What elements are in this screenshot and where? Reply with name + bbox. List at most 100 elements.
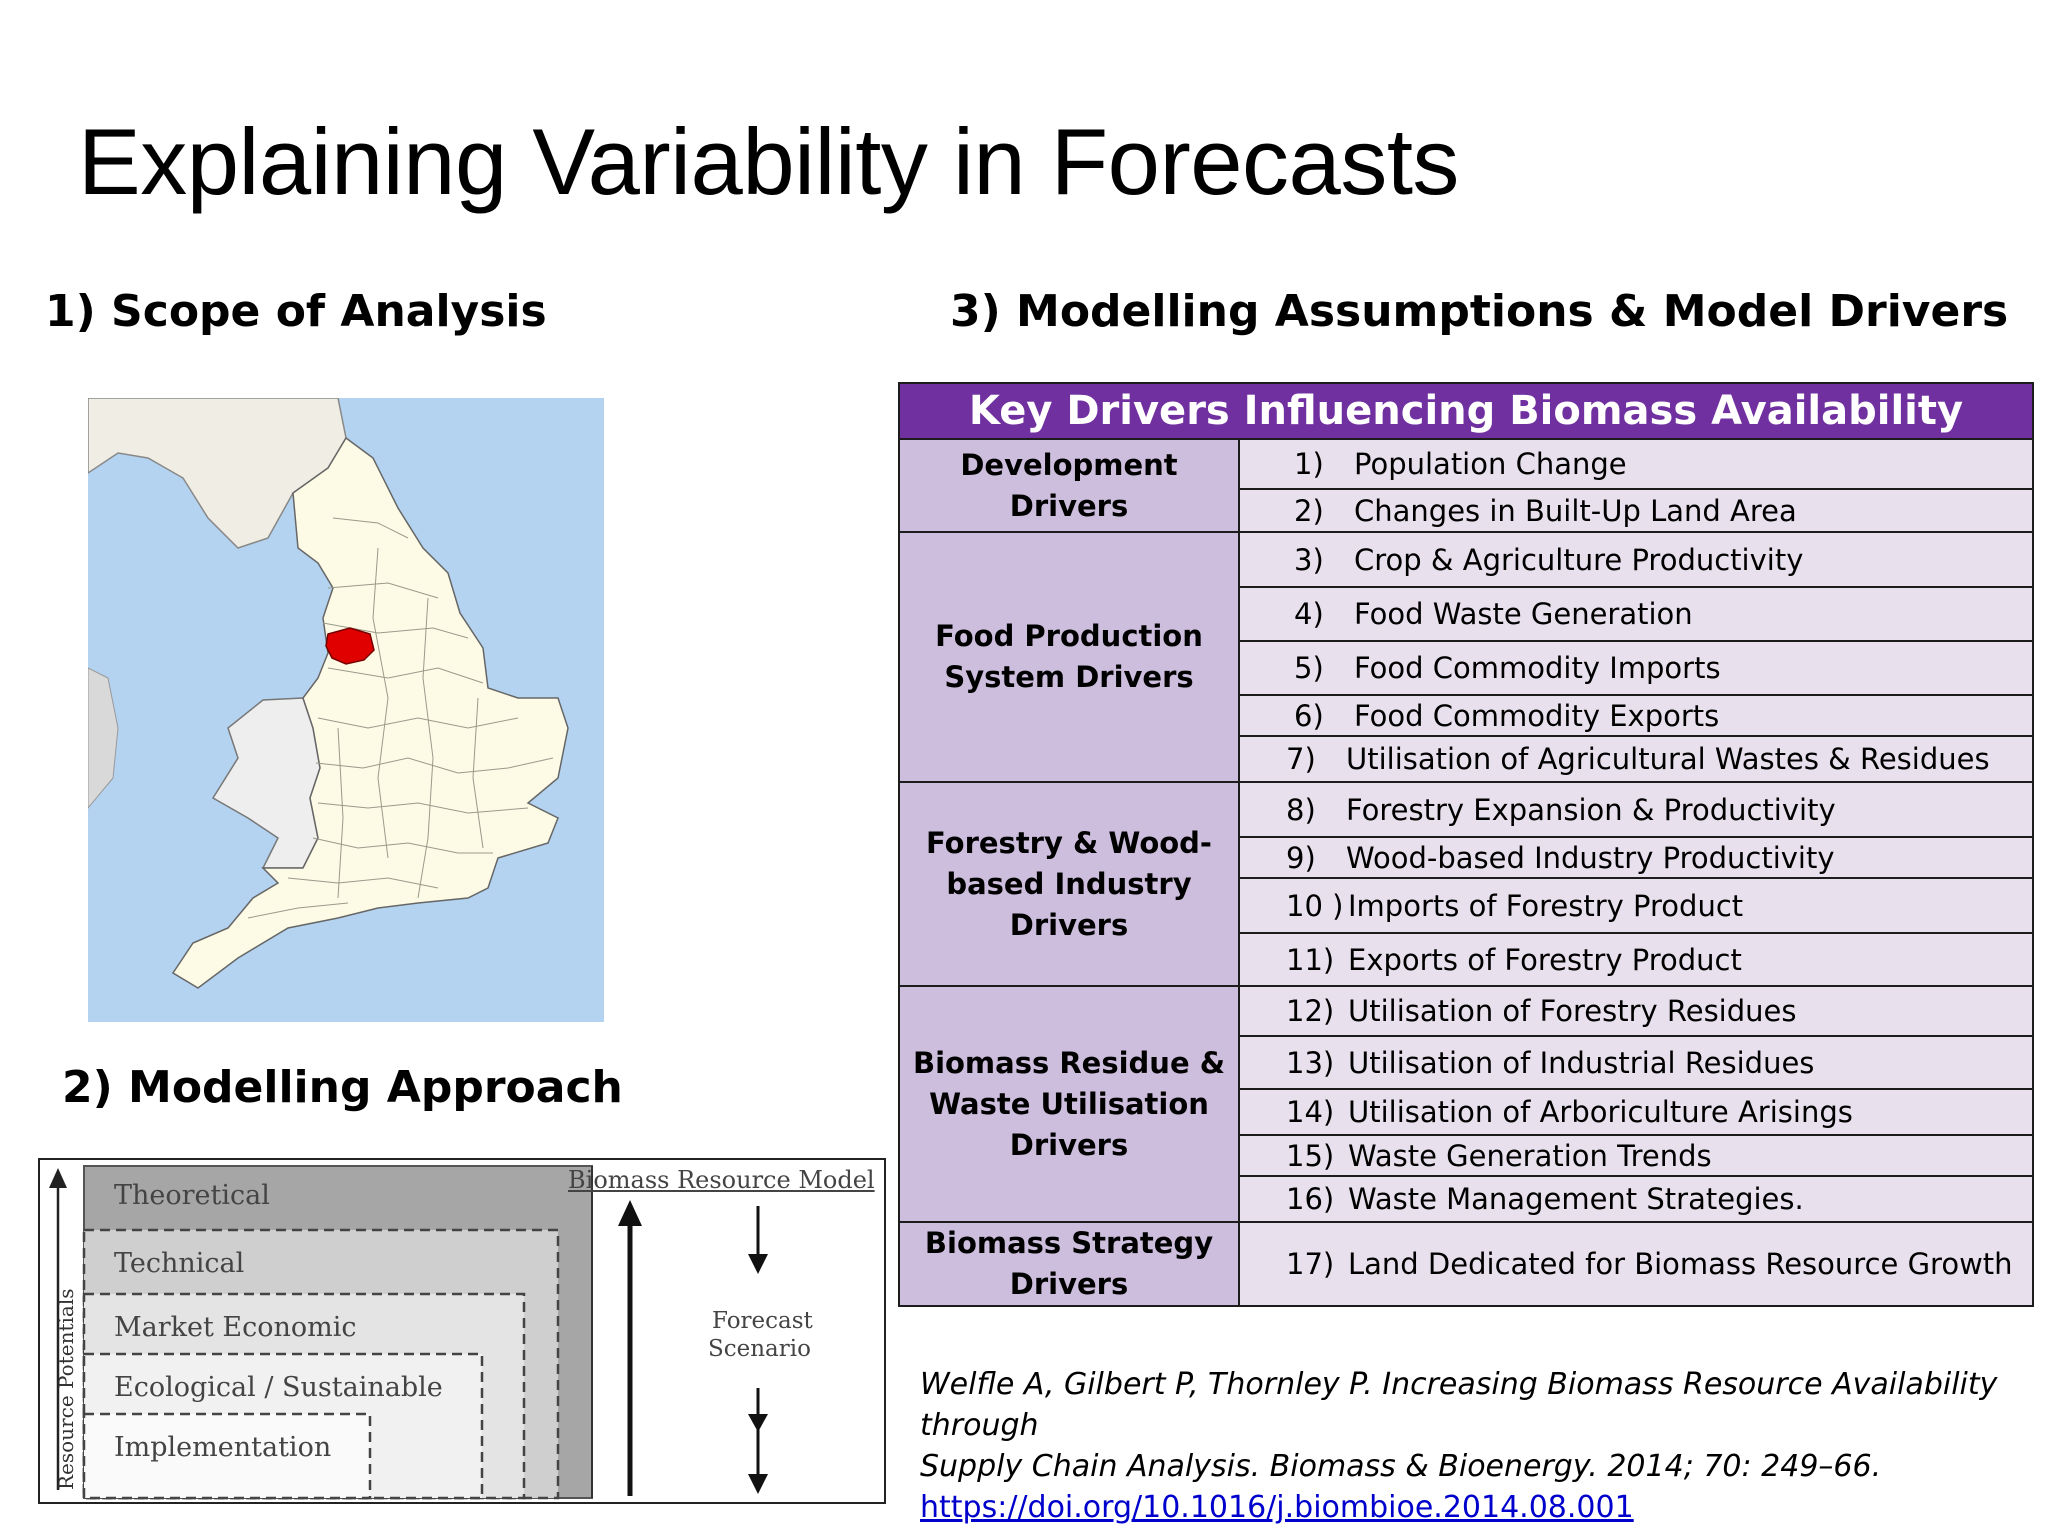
group-name-line: Food Production: [935, 619, 1203, 653]
table-row: Forestry & Wood-based Industry Drivers 8)…: [898, 781, 2034, 987]
table-row: 2) Changes in Built-Up Land Area: [899, 488, 2034, 533]
driver-num: 13): [1286, 1045, 1335, 1080]
group-name-line: based Industry: [946, 866, 1192, 901]
driver-item-6: 6) Food Commodity Exports: [1238, 694, 2034, 737]
england-land: [171, 436, 569, 989]
reference-citation: Welfle A, Gilbert P, Thornley P. Increas…: [920, 1364, 2020, 1528]
driver-label: Food Waste Generation: [1354, 597, 1693, 631]
table-row: 4) Food Waste Generation: [899, 586, 2034, 642]
down-arrow-bottom-head: [748, 1474, 768, 1494]
driver-item-4: 4) Food Waste Generation: [1238, 586, 2034, 642]
driver-label: Utilisation of Agricultural Wastes & Res…: [1346, 742, 1990, 776]
table-row: 16) Waste Management Strategies.: [899, 1175, 2034, 1223]
group-name-line: Biomass Strategy: [924, 1226, 1214, 1260]
driver-label: Utilisation of Industrial Residues: [1348, 1045, 1815, 1080]
group-forestry: Forestry & Wood-based Industry Drivers: [898, 781, 1240, 987]
model-label: Biomass Resource Model: [568, 1166, 875, 1194]
table-row: Biomass Residue & Waste Utilisation Driver…: [898, 985, 2034, 1223]
level-label-implementation: Implementation: [114, 1432, 332, 1463]
section-heading-assumptions: 3) Modelling Assumptions & Model Drivers: [950, 286, 2009, 337]
driver-item-15: 15) Waste Generation Trends: [1238, 1134, 2034, 1177]
table-row: 10 ) Imports of Forestry Product: [899, 877, 2034, 934]
citation-line-2: Supply Chain Analysis. Biomass & Bioener…: [920, 1449, 1882, 1484]
table-row: Food Production System Drivers 3) Crop & A…: [898, 531, 2034, 783]
group-development: Development Drivers: [898, 438, 1240, 533]
table-row: Biomass Strategy Drivers 17) Land Dedicate…: [898, 1221, 2034, 1307]
table-row: 6) Food Commodity Exports: [899, 694, 2034, 737]
driver-num: 10 ): [1286, 888, 1344, 923]
driver-label: Utilisation of Forestry Residues: [1348, 994, 1797, 1028]
england-map-graphic: [88, 398, 569, 989]
driver-label: Waste Management Strategies.: [1348, 1182, 1804, 1216]
group-strategy: Biomass Strategy Drivers: [898, 1221, 1240, 1307]
driver-item-2: 2) Changes in Built-Up Land Area: [1238, 488, 2034, 533]
table-row: 11) Exports of Forestry Product: [899, 932, 2034, 987]
forecast-label-line1: Forecast: [712, 1308, 813, 1334]
ireland-land: [88, 667, 119, 809]
driver-label: Crop & Agriculture Productivity: [1354, 542, 1804, 577]
driver-num: 16): [1286, 1182, 1335, 1216]
driver-label: Population Change: [1354, 447, 1627, 481]
driver-num: 8): [1286, 792, 1316, 827]
driver-item-16: 16) Waste Management Strategies.: [1238, 1175, 2034, 1223]
y-axis-label: Resource Potentials: [54, 1288, 78, 1491]
driver-item-3: 3) Crop & Agriculture Productivity: [1238, 531, 2034, 588]
driver-num: 6): [1294, 698, 1324, 733]
driver-label: Utilisation of Arboriculture Arisings: [1348, 1095, 1853, 1129]
driver-num: 15): [1286, 1138, 1335, 1173]
table-row: 15) Waste Generation Trends: [899, 1134, 2034, 1177]
approach-graphic: [49, 1165, 768, 1500]
group-name-line: Development Drivers: [960, 447, 1178, 523]
driver-num: 5): [1294, 651, 1324, 685]
table-row: 13) Utilisation of Industrial Residues: [899, 1035, 2034, 1090]
table-row: 9) Wood-based Industry Productivity: [899, 836, 2034, 879]
driver-label: Wood-based Industry Productivity: [1346, 840, 1835, 875]
driver-num: 3): [1294, 542, 1324, 577]
driver-item-8: 8) Forestry Expansion & Productivity: [1238, 781, 2034, 838]
driver-item-17: 17) Land Dedicated for Biomass Resource G…: [1238, 1221, 2034, 1307]
group-name-line: Drivers: [1009, 907, 1129, 942]
england-map: [88, 398, 604, 1022]
driver-num: 7): [1286, 742, 1316, 776]
driver-num: 17): [1286, 1247, 1335, 1281]
driver-item-1: 1) Population Change: [1238, 438, 2034, 490]
section-heading-scope: 1) Scope of Analysis: [45, 286, 547, 337]
group-name-line: Forestry & Wood-: [926, 825, 1212, 860]
driver-num: 4): [1294, 597, 1324, 631]
driver-label: Food Commodity Imports: [1354, 651, 1721, 685]
level-box-implementation: [82, 1412, 372, 1500]
group-name-line: System Drivers: [944, 660, 1194, 694]
table-header-row: Key Drivers Influencing Biomass Availabi…: [898, 382, 2034, 440]
driver-label: Imports of Forestry Product: [1348, 888, 1744, 923]
driver-num: 14): [1286, 1095, 1335, 1129]
driver-item-5: 5) Food Commodity Imports: [1238, 640, 2034, 696]
modelling-approach-diagram: Resource Potentials Theoretical Technica…: [38, 1158, 886, 1504]
driver-label: Changes in Built-Up Land Area: [1354, 493, 1797, 528]
driver-label: Exports of Forestry Product: [1348, 942, 1742, 977]
group-name-line: Drivers: [1009, 1127, 1129, 1162]
driver-item-13: 13) Utilisation of Industrial Residues: [1238, 1035, 2034, 1090]
driver-item-14: 14) Utilisation of Arboriculture Arisings: [1238, 1088, 2034, 1136]
table-header: Key Drivers Influencing Biomass Availabi…: [898, 382, 2034, 440]
table-row: 5) Food Commodity Imports: [899, 640, 2034, 696]
section-heading-approach: 2) Modelling Approach: [62, 1062, 623, 1113]
driver-num: 1): [1294, 447, 1324, 481]
group-name-line: Waste Utilisation: [929, 1086, 1209, 1121]
group-name-line: Biomass Residue &: [912, 1045, 1226, 1080]
driver-item-12: 12) Utilisation of Forestry Residues: [1238, 985, 2034, 1037]
driver-num: 11): [1286, 942, 1335, 977]
drivers-table: Key Drivers Influencing Biomass Availabi…: [898, 382, 2034, 1307]
y-axis-arrowhead: [49, 1168, 67, 1188]
group-name-line: Drivers: [1009, 1267, 1129, 1301]
driver-label: Land Dedicated for Biomass Resource Grow…: [1348, 1247, 2013, 1281]
highlighted-region: [325, 627, 375, 665]
driver-item-11: 11) Exports of Forestry Product: [1238, 932, 2034, 987]
level-label-market: Market Economic: [114, 1312, 357, 1343]
driver-label: Food Commodity Exports: [1354, 698, 1720, 733]
doi-link[interactable]: https://doi.org/10.1016/j.biombioe.2014.…: [920, 1490, 1634, 1525]
slide-title: Explaining Variability in Forecasts: [78, 109, 1459, 214]
wales-land: [211, 697, 321, 869]
group-food-production: Food Production System Drivers: [898, 531, 1240, 783]
level-label-technical: Technical: [114, 1248, 245, 1279]
group-residue-waste: Biomass Residue & Waste Utilisation Driver…: [898, 985, 1240, 1223]
